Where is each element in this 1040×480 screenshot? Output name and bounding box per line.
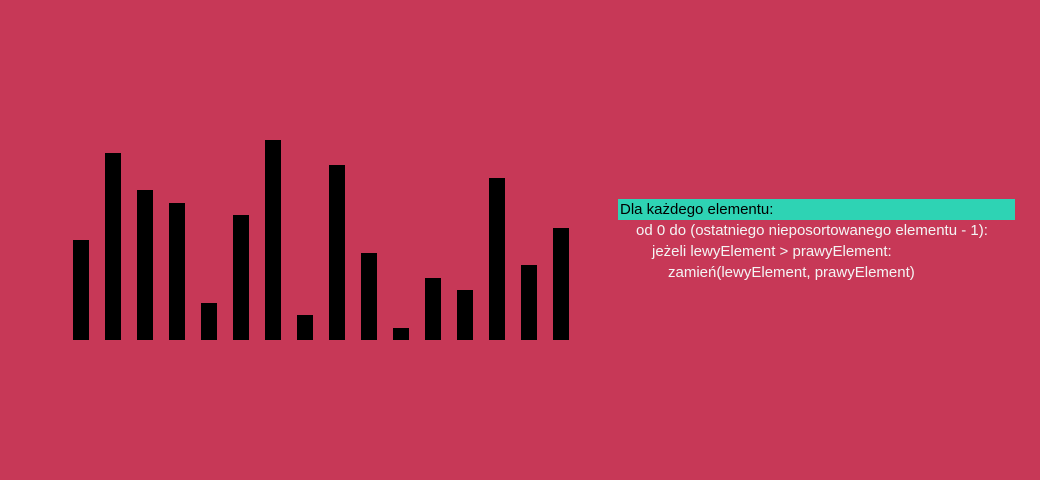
array-bar	[521, 265, 537, 340]
array-bar	[457, 290, 473, 340]
array-bar	[425, 278, 441, 340]
array-bars-visualization	[73, 140, 569, 340]
array-bar	[233, 215, 249, 340]
array-bar	[393, 328, 409, 340]
array-bar	[105, 153, 121, 340]
array-bar	[553, 228, 569, 340]
array-bar	[361, 253, 377, 340]
pseudocode-line-compare: jeżeli lewyElement > prawyElement:	[618, 241, 1015, 262]
pseudocode-panel: Dla każdego elementu: od 0 do (ostatnieg…	[618, 199, 1015, 283]
array-bar	[137, 190, 153, 340]
pseudocode-line-for-each: Dla każdego elementu:	[618, 199, 1015, 220]
pseudocode-line-text: zamień(lewyElement, prawyElement)	[668, 264, 915, 281]
array-bar	[169, 203, 185, 340]
array-bar	[329, 165, 345, 340]
pseudocode-line-text: jeżeli lewyElement > prawyElement:	[652, 243, 892, 260]
array-bar	[297, 315, 313, 340]
array-bar	[489, 178, 505, 340]
array-bar	[201, 303, 217, 340]
pseudocode-line-text: Dla każdego elementu:	[620, 201, 774, 218]
array-bar	[73, 240, 89, 340]
array-bar	[265, 140, 281, 340]
pseudocode-line-text: od 0 do (ostatniego nieposortowanego ele…	[636, 222, 988, 239]
pseudocode-line-inner-loop: od 0 do (ostatniego nieposortowanego ele…	[618, 220, 1015, 241]
pseudocode-line-swap: zamień(lewyElement, prawyElement)	[618, 262, 1015, 283]
